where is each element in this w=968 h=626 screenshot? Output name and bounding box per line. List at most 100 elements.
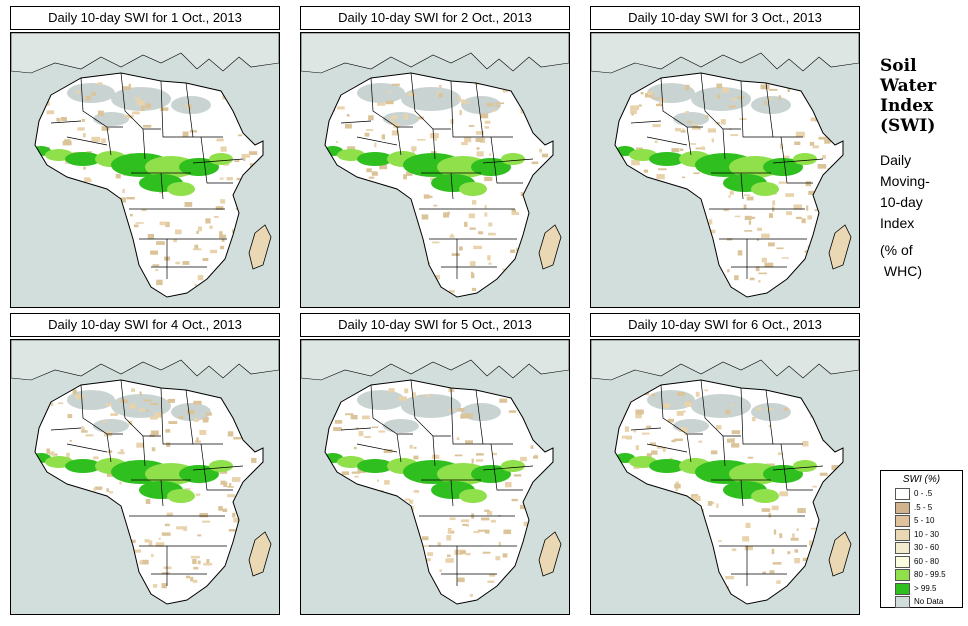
africa-map-svg xyxy=(301,340,569,605)
dry-area xyxy=(511,498,518,502)
dry-area xyxy=(336,176,340,182)
dry-area xyxy=(192,248,202,251)
dry-area xyxy=(159,221,168,226)
dry-area xyxy=(434,290,443,295)
dry-area xyxy=(175,261,181,265)
dry-area xyxy=(250,433,260,439)
dry-area xyxy=(748,220,752,225)
dry-area xyxy=(160,107,169,111)
dry-area xyxy=(346,284,352,290)
dry-area xyxy=(390,119,394,125)
dry-area xyxy=(635,414,642,419)
dry-area xyxy=(681,176,685,179)
dry-area xyxy=(227,486,234,488)
dry-area xyxy=(758,272,767,275)
dry-area xyxy=(693,172,700,175)
dry-area xyxy=(151,554,154,558)
dry-area xyxy=(471,287,476,291)
dry-area xyxy=(624,426,629,432)
dry-area xyxy=(692,495,701,502)
country-border xyxy=(686,126,692,156)
dry-area xyxy=(797,508,806,513)
dry-area xyxy=(534,118,537,121)
dry-area xyxy=(635,147,643,150)
dry-area xyxy=(185,575,191,579)
dry-area xyxy=(506,391,511,394)
legend-label: 5 - 10 xyxy=(914,516,935,525)
dry-area xyxy=(120,197,126,203)
dry-area xyxy=(621,100,624,105)
dry-area xyxy=(472,200,477,205)
dry-area xyxy=(776,580,781,584)
dry-area xyxy=(484,120,491,124)
dry-area xyxy=(102,269,109,274)
wet-area xyxy=(501,153,525,165)
dry-area xyxy=(696,219,701,222)
africa-map-svg xyxy=(591,340,859,605)
dry-area xyxy=(510,393,514,397)
dry-area xyxy=(810,591,814,596)
wet-area xyxy=(167,182,195,196)
description-line: Index xyxy=(880,215,915,231)
dry-area xyxy=(202,417,210,420)
dry-area xyxy=(246,567,249,573)
dry-area xyxy=(647,216,656,220)
dry-area xyxy=(391,272,399,276)
country-border xyxy=(700,72,741,130)
dry-area xyxy=(710,501,715,504)
dry-area xyxy=(166,442,171,447)
dry-area xyxy=(673,228,679,230)
dry-area xyxy=(347,146,356,151)
wet-area xyxy=(459,489,487,503)
dry-area xyxy=(62,277,66,281)
dry-area xyxy=(89,262,97,268)
dry-area xyxy=(522,106,527,111)
dry-area xyxy=(165,221,170,228)
dry-area xyxy=(354,541,358,544)
dry-area xyxy=(639,556,644,561)
dry-area xyxy=(176,526,185,530)
country-border xyxy=(160,479,164,507)
country-border xyxy=(482,465,534,471)
dry-area xyxy=(731,443,740,448)
dry-area xyxy=(625,574,628,579)
dry-area xyxy=(734,215,741,218)
legend-title: SWI (%) xyxy=(902,474,941,485)
dry-area xyxy=(52,200,59,206)
country-border xyxy=(66,443,108,453)
legend-item: 0 - .5 xyxy=(881,487,962,501)
dry-area xyxy=(124,114,134,119)
dry-area xyxy=(720,119,726,125)
dry-area xyxy=(79,272,89,277)
dry-area xyxy=(758,280,761,283)
dry-area xyxy=(105,225,114,230)
dry-area xyxy=(406,254,415,259)
dry-area xyxy=(511,212,520,215)
dry-area xyxy=(355,574,363,578)
dry-area xyxy=(510,249,516,253)
dry-area xyxy=(712,573,719,576)
legend-swatch xyxy=(895,501,910,514)
dry-area xyxy=(793,204,803,210)
dry-area xyxy=(828,437,837,440)
dry-area xyxy=(434,136,437,141)
dry-area xyxy=(640,186,644,192)
wet-area xyxy=(751,489,779,503)
wet-area xyxy=(459,182,487,196)
dry-area xyxy=(505,482,512,488)
panel-title: Daily 10-day SWI for 5 Oct., 2013 xyxy=(300,313,570,337)
dry-area xyxy=(155,269,159,272)
dry-area xyxy=(489,153,492,156)
dry-area xyxy=(525,547,532,550)
dry-area xyxy=(353,446,357,450)
dry-area xyxy=(825,232,830,237)
dry-area xyxy=(447,554,451,557)
dry-area xyxy=(43,248,49,252)
dry-area xyxy=(667,418,674,423)
dry-area xyxy=(680,584,690,590)
dry-area xyxy=(772,562,782,565)
dry-area xyxy=(651,393,656,397)
dry-area xyxy=(484,176,493,182)
legend-item: > 99.5 xyxy=(881,582,962,596)
dry-area xyxy=(371,426,379,428)
